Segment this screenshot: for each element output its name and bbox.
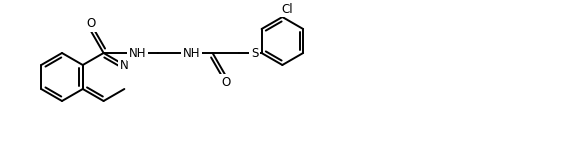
Text: N: N <box>120 59 129 71</box>
Text: NH: NH <box>129 47 146 59</box>
Text: O: O <box>221 76 230 89</box>
Text: O: O <box>86 17 95 30</box>
Text: NH: NH <box>183 47 200 59</box>
Text: S: S <box>251 47 258 59</box>
Text: Cl: Cl <box>282 2 293 16</box>
